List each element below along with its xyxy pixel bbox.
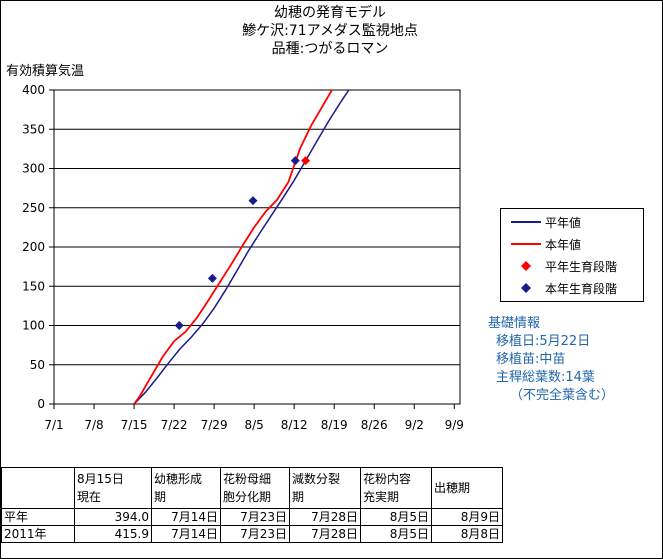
table-cell: 7月23日 bbox=[220, 508, 290, 526]
x-tick-label: 8/26 bbox=[361, 418, 388, 432]
legend-line-swatch bbox=[511, 243, 541, 245]
chart-subtitle-station: 鯵ケ沢:71アメダス監視地点 bbox=[242, 23, 418, 39]
info-heading: 基礎情報 bbox=[488, 316, 541, 331]
y-tick-label: 0 bbox=[37, 397, 45, 411]
basic-info-panel: 基礎情報 移植日:5月22日 移植苗:中苗 主稈総葉数:14葉 （不完全葉含む） bbox=[488, 315, 614, 405]
y-tick-label: 150 bbox=[22, 279, 45, 293]
chart-plot: 0 50 100 150 200 250 300 350 400 7/1 7/8 7/15 7/22 7/… bbox=[22, 83, 464, 432]
legend-item-normal-stage: 平年生育段階 bbox=[501, 257, 643, 275]
legend-item-normal-line: 平年値 bbox=[501, 213, 643, 231]
table-cell: 7月23日 bbox=[220, 525, 290, 543]
table-header-row: 8月15日 現在 幼穂形成期 花粉母細 胞分化期 減数分裂期 花粉内容 充実期 出穂期 bbox=[1, 467, 503, 509]
legend: 平年値 本年値 平年生育段階 本年生育段階 bbox=[500, 208, 644, 302]
table-header-cell: 花粉内容 充実期 bbox=[360, 467, 432, 509]
legend-label: 平年生育段階 bbox=[545, 260, 618, 274]
y-tick-label: 250 bbox=[22, 201, 45, 215]
table-header-cell: 花粉母細 胞分化期 bbox=[220, 467, 290, 509]
x-tick-label: 8/12 bbox=[281, 418, 308, 432]
y-axis-label: 有効積算気温 bbox=[6, 64, 85, 79]
y-tick-label: 100 bbox=[22, 319, 45, 333]
y-tick-label: 300 bbox=[22, 162, 45, 176]
legend-line-swatch bbox=[511, 221, 541, 223]
chart-title: 幼穂の発育モデル bbox=[274, 5, 386, 21]
stage-marker-2 bbox=[301, 156, 311, 166]
x-tick-label: 9/9 bbox=[445, 418, 464, 432]
table-cell: 7月28日 bbox=[289, 525, 361, 543]
table-corner-cell bbox=[1, 467, 75, 509]
diamond-marker-icon bbox=[521, 283, 531, 293]
y-tick-label: 50 bbox=[30, 358, 45, 372]
growth-stage-table: 8月15日 現在 幼穂形成期 花粉母細 胞分化期 減数分裂期 花粉内容 充実期 出穂期… bbox=[1, 467, 503, 543]
table-row: 2011年 415.9 7月14日 7月23日 7月28日 8月5日 8月8日 bbox=[1, 525, 503, 543]
table-row-label: 平年 bbox=[1, 508, 75, 526]
x-tick-label: 7/29 bbox=[201, 418, 228, 432]
x-tick-label: 8/5 bbox=[244, 418, 263, 432]
chart-subtitle-variety: 品種:つがるロマン bbox=[271, 41, 389, 57]
stage-marker-3 bbox=[207, 273, 217, 283]
info-leaf-note: （不完全葉含む） bbox=[510, 388, 615, 403]
table-row: 平年 394.0 7月14日 7月23日 7月28日 8月5日 8月9日 bbox=[1, 508, 503, 526]
x-tick-label: 7/22 bbox=[161, 418, 188, 432]
info-seedling-type: 移植苗:中苗 bbox=[496, 352, 566, 367]
stage-marker-3 bbox=[290, 156, 300, 166]
table-cell: 7月14日 bbox=[151, 508, 221, 526]
table-cell: 8月5日 bbox=[360, 525, 432, 543]
legend-item-current-stage: 本年生育段階 bbox=[501, 279, 643, 297]
table-cell: 415.9 bbox=[74, 525, 152, 543]
diamond-marker-icon bbox=[521, 261, 531, 271]
legend-label: 本年値 bbox=[545, 238, 582, 252]
table-header-cell: 8月15日 現在 bbox=[74, 467, 152, 509]
stage-marker-3 bbox=[174, 321, 184, 330]
table-cell: 7月28日 bbox=[289, 508, 361, 526]
table-header-cell: 出穂期 bbox=[431, 467, 503, 509]
series-line-1 bbox=[133, 90, 333, 404]
x-tick-label: 7/15 bbox=[121, 418, 148, 432]
table-cell: 8月9日 bbox=[431, 508, 503, 526]
y-tick-label: 200 bbox=[22, 240, 45, 254]
x-tick-label: 7/8 bbox=[84, 418, 103, 432]
series-line-0 bbox=[133, 90, 350, 404]
legend-label: 本年生育段階 bbox=[545, 282, 618, 296]
info-leaf-count: 主稈総葉数:14葉 bbox=[496, 370, 595, 385]
table-cell: 8月5日 bbox=[360, 508, 432, 526]
x-tick-label: 9/2 bbox=[405, 418, 424, 432]
table-header-cell: 幼穂形成期 bbox=[151, 467, 221, 509]
legend-label: 平年値 bbox=[545, 216, 582, 230]
stage-marker-3 bbox=[248, 196, 258, 206]
table-header-cell: 減数分裂期 bbox=[289, 467, 361, 509]
info-transplant-date: 移植日:5月22日 bbox=[496, 334, 591, 349]
table-cell: 394.0 bbox=[74, 508, 152, 526]
table-cell: 7月14日 bbox=[151, 525, 221, 543]
y-tick-label: 400 bbox=[22, 83, 45, 97]
legend-item-current-line: 本年値 bbox=[501, 235, 643, 253]
table-cell: 8月8日 bbox=[431, 525, 503, 543]
x-tick-label: 8/19 bbox=[321, 418, 348, 432]
x-tick-label: 7/1 bbox=[44, 418, 63, 432]
table-row-label: 2011年 bbox=[1, 525, 75, 543]
y-tick-label: 350 bbox=[22, 122, 45, 136]
